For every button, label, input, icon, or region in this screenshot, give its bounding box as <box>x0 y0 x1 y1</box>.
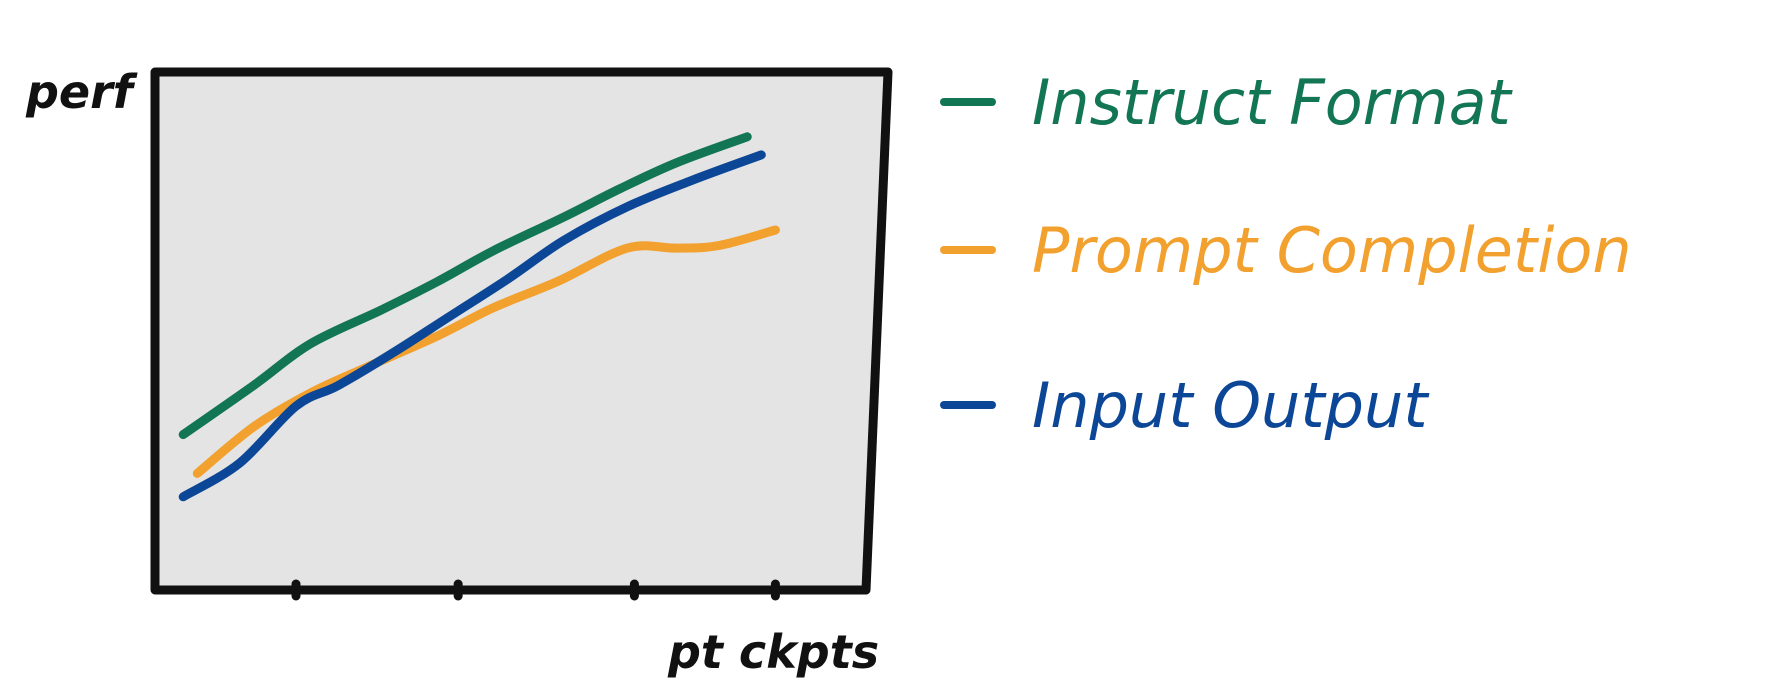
legend: Instruct Format Prompt Completion Input Ou… <box>940 66 1632 442</box>
series-line-input-output <box>178 150 766 502</box>
x-axis-ticks <box>291 579 780 601</box>
legend-label-3: Input Output <box>1032 369 1430 442</box>
legend-label-1: Instruct Format <box>1032 66 1514 139</box>
series-line-prompt-completion <box>192 225 780 478</box>
series-lines <box>178 132 780 502</box>
legend-label-2: Prompt Completion <box>1032 214 1632 287</box>
x-axis-label: pt ckpts <box>667 625 879 679</box>
series-line-instruct-format <box>178 132 752 440</box>
y-axis-label: perf <box>25 65 138 119</box>
plot-frame <box>150 67 893 595</box>
